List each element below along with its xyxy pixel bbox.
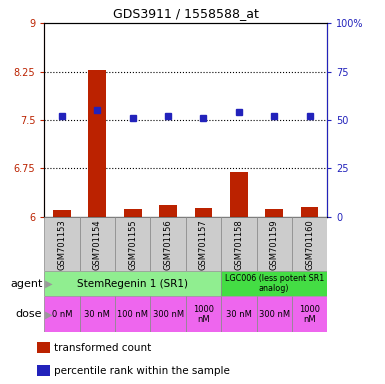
Bar bbox=[221, 271, 327, 296]
Bar bbox=[80, 296, 115, 332]
Bar bbox=[292, 296, 327, 332]
Bar bbox=[186, 217, 221, 271]
Text: GSM701160: GSM701160 bbox=[305, 220, 314, 270]
Bar bbox=[151, 217, 186, 271]
Text: GSM701153: GSM701153 bbox=[57, 220, 67, 270]
Bar bbox=[44, 217, 80, 271]
Bar bbox=[292, 217, 327, 271]
Bar bbox=[230, 172, 248, 217]
Bar bbox=[256, 217, 292, 271]
Text: 300 nM: 300 nM bbox=[152, 310, 184, 319]
Bar bbox=[37, 342, 50, 353]
Text: GSM701159: GSM701159 bbox=[270, 220, 279, 270]
Text: 100 nM: 100 nM bbox=[117, 310, 148, 319]
Text: dose: dose bbox=[16, 309, 42, 319]
Text: 30 nM: 30 nM bbox=[226, 310, 252, 319]
Text: percentile rank within the sample: percentile rank within the sample bbox=[54, 366, 230, 376]
Bar bbox=[151, 296, 186, 332]
Bar bbox=[159, 205, 177, 217]
Bar bbox=[301, 207, 318, 217]
Bar bbox=[44, 296, 80, 332]
Text: transformed count: transformed count bbox=[54, 343, 151, 353]
Text: GSM701156: GSM701156 bbox=[164, 220, 172, 270]
Bar bbox=[44, 271, 221, 296]
Text: StemRegenin 1 (SR1): StemRegenin 1 (SR1) bbox=[77, 278, 188, 289]
Text: 0 nM: 0 nM bbox=[52, 310, 72, 319]
Title: GDS3911 / 1558588_at: GDS3911 / 1558588_at bbox=[113, 7, 259, 20]
Bar bbox=[89, 70, 106, 217]
Bar bbox=[194, 208, 212, 217]
Text: GSM701157: GSM701157 bbox=[199, 220, 208, 270]
Text: 300 nM: 300 nM bbox=[259, 310, 290, 319]
Text: 1000
nM: 1000 nM bbox=[299, 305, 320, 324]
Bar bbox=[256, 296, 292, 332]
Text: GSM701154: GSM701154 bbox=[93, 220, 102, 270]
Bar bbox=[265, 209, 283, 217]
Bar bbox=[221, 296, 256, 332]
Text: GSM701155: GSM701155 bbox=[128, 220, 137, 270]
Bar bbox=[221, 217, 256, 271]
Bar bbox=[115, 296, 151, 332]
Text: ▶: ▶ bbox=[42, 278, 53, 289]
Bar bbox=[80, 217, 115, 271]
Text: ▶: ▶ bbox=[42, 309, 53, 319]
Bar bbox=[37, 365, 50, 376]
Text: GSM701158: GSM701158 bbox=[234, 220, 243, 270]
Bar bbox=[115, 217, 151, 271]
Text: 30 nM: 30 nM bbox=[84, 310, 110, 319]
Bar bbox=[53, 210, 71, 217]
Text: agent: agent bbox=[10, 278, 42, 289]
Text: LGC006 (less potent SR1
analog): LGC006 (less potent SR1 analog) bbox=[224, 274, 324, 293]
Bar bbox=[124, 209, 142, 217]
Text: 1000
nM: 1000 nM bbox=[193, 305, 214, 324]
Bar bbox=[186, 296, 221, 332]
